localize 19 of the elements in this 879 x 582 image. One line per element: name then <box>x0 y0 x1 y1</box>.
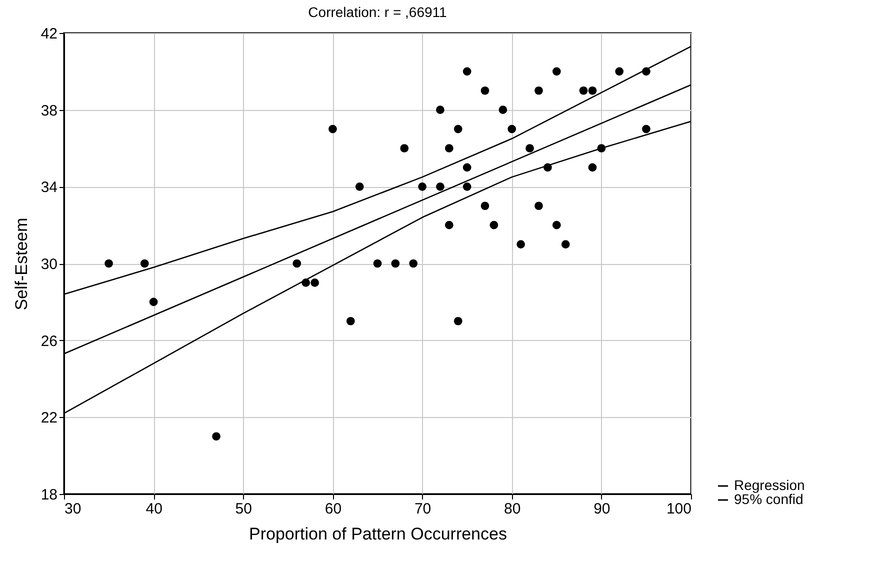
y-tick-label: 34 <box>40 179 58 196</box>
x-tick-label: 50 <box>235 500 252 518</box>
chart-title: Correlation: r = ,66911 <box>308 4 448 20</box>
y-tick-label: 26 <box>40 332 58 350</box>
y-tick-label: 18 <box>40 486 58 504</box>
y-tick-label: 22 <box>40 410 58 427</box>
y-tick-label: 38 <box>40 102 58 120</box>
x-tick-label: 40 <box>146 500 162 518</box>
x-tick-label: 30 <box>64 500 82 518</box>
x-tick-label: 100 <box>666 500 692 518</box>
x-tick-label: 90 <box>594 500 610 518</box>
x-tick-label: 80 <box>504 500 521 518</box>
x-tick-label: 70 <box>414 500 432 518</box>
y-tick-label: 30 <box>40 256 58 273</box>
legend-label: Regression <box>734 477 805 493</box>
y-tick-label: 42 <box>40 26 58 42</box>
y-axis-title: Self-Esteem <box>12 218 31 310</box>
x-axis-title: Proportion of Pattern Occurrences <box>249 524 507 544</box>
x-tick-label: 60 <box>324 500 342 518</box>
